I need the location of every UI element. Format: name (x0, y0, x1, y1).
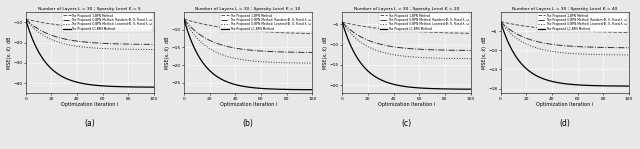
Y-axis label: MSE(x, x̂)  dB: MSE(x, x̂) dB (165, 37, 170, 69)
Text: (d): (d) (559, 119, 570, 128)
Title: Number of Layers L = 30 ; Sparsity Level K = 20: Number of Layers L = 30 ; Sparsity Level… (354, 7, 459, 11)
Legend: The Proposed 1-BPN Method, The Proposed G-BPN Method: Random Φ, S, Fixed λ, ω, T: The Proposed 1-BPN Method, The Proposed … (537, 13, 628, 32)
Title: Number of Layers L = 30 ; Sparsity Level K = 5: Number of Layers L = 30 ; Sparsity Level… (38, 7, 141, 11)
Text: (b): (b) (243, 119, 253, 128)
X-axis label: Optimization Iteration i: Optimization Iteration i (220, 102, 276, 107)
Y-axis label: MSE(x, x̂)  dB: MSE(x, x̂) dB (7, 37, 12, 69)
Title: Number of Layers L = 30 ; Sparsity Level K = 10: Number of Layers L = 30 ; Sparsity Level… (195, 7, 301, 11)
X-axis label: Optimization Iteration i: Optimization Iteration i (61, 102, 118, 107)
Legend: The Proposed 1-BPN Method, The Proposed G-BPN Method: Random Φ, S, Fixed λ, ω, T: The Proposed 1-BPN Method, The Proposed … (62, 13, 154, 32)
Legend: The Proposed 1-BPN Method, The Proposed G-BPN Method: Random Φ, S, Fixed λ, ω, T: The Proposed 1-BPN Method, The Proposed … (220, 13, 312, 32)
Y-axis label: MSE(x, x̂)  dB: MSE(x, x̂) dB (482, 37, 487, 69)
Title: Number of Layers L = 30 ; Sparsity Level K = 40: Number of Layers L = 30 ; Sparsity Level… (512, 7, 618, 11)
Text: (a): (a) (84, 119, 95, 128)
Y-axis label: MSE(x, x̂)  dB: MSE(x, x̂) dB (323, 37, 328, 69)
Text: (c): (c) (401, 119, 412, 128)
X-axis label: Optimization Iteration i: Optimization Iteration i (378, 102, 435, 107)
Legend: The Proposed 1-BPN Method, The Proposed G-BPN Method: Random Φ, S, Fixed λ, ω, T: The Proposed 1-BPN Method, The Proposed … (379, 13, 470, 32)
X-axis label: Optimization Iteration i: Optimization Iteration i (536, 102, 593, 107)
